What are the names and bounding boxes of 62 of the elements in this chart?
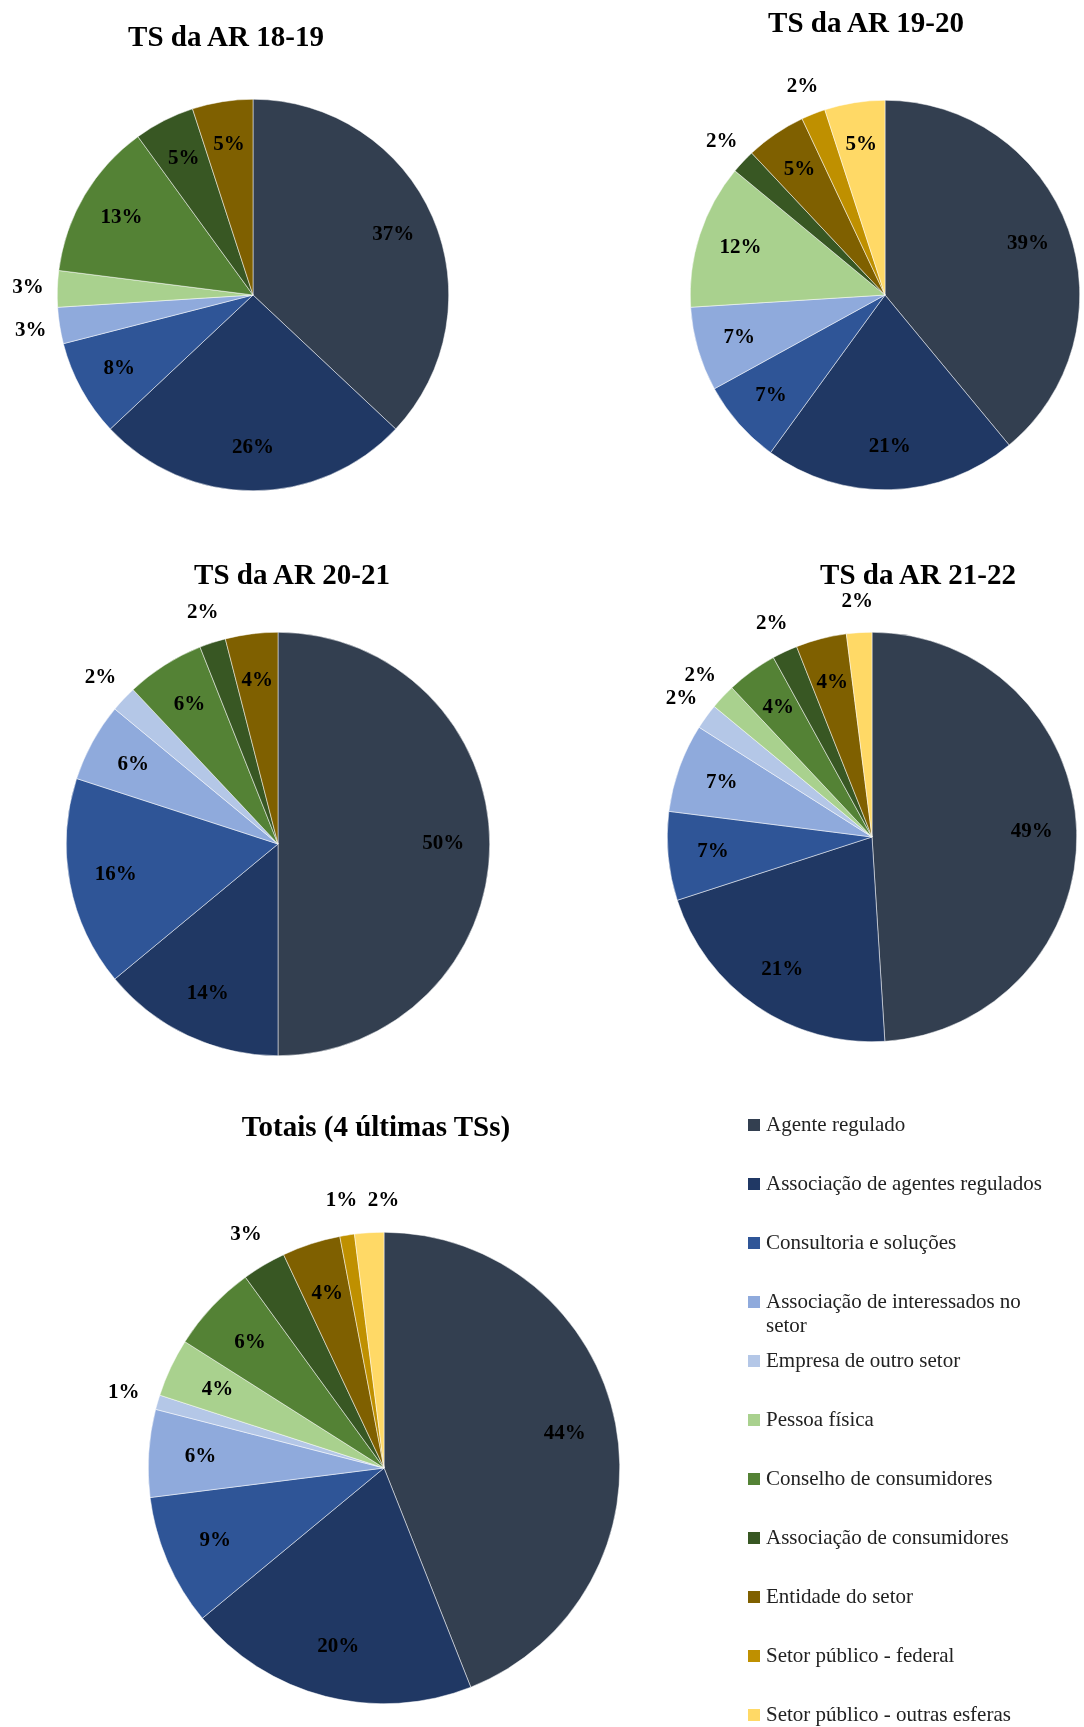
data-label: 12% (719, 234, 762, 259)
chart-title: TS da AR 21-22 (820, 558, 1016, 591)
legend-label: Entidade do setor (766, 1584, 914, 1608)
data-label: 6% (234, 1328, 266, 1353)
chart-title: Totais (4 últimas TSs) (241, 1110, 511, 1143)
legend-label: Associação de interessados no setor (766, 1289, 1022, 1337)
data-label: 13% (100, 203, 143, 228)
data-label: 2% (684, 662, 717, 687)
data-label: 8% (103, 354, 135, 379)
data-label: 4% (201, 1376, 234, 1401)
data-label: 1% (107, 1378, 140, 1403)
chart-title: TS da AR 18-19 (128, 20, 324, 53)
data-label: 3% (12, 274, 44, 299)
data-label: 5% (213, 130, 245, 155)
legend-label: Setor público - federal (766, 1643, 956, 1667)
data-label: 2% (841, 588, 873, 613)
data-label: 4% (762, 694, 794, 719)
data-label: 14% (186, 979, 229, 1004)
data-label: 5% (845, 131, 877, 156)
data-label: 2% (755, 610, 788, 635)
data-label: 2% (84, 663, 117, 688)
data-label: 16% (94, 861, 137, 886)
legend-label: Associação de consumidores (766, 1525, 1010, 1549)
data-label: 26% (232, 434, 274, 459)
data-label: 2% (187, 598, 219, 623)
data-label: 3% (230, 1221, 262, 1246)
data-label: 7% (697, 838, 729, 863)
data-label: 5% (167, 145, 200, 170)
data-label: 7% (723, 323, 755, 348)
data-label: 50% (422, 830, 465, 855)
data-label: 9% (199, 1527, 231, 1552)
data-label: 7% (705, 769, 738, 794)
chart-title: TS da AR 20-21 (194, 558, 390, 591)
data-label: 5% (783, 155, 816, 180)
legend-label: Empresa de outro setor (766, 1348, 962, 1372)
data-label: 6% (184, 1442, 217, 1467)
legend-label: Pessoa física (766, 1407, 875, 1431)
data-label: 4% (816, 668, 849, 693)
data-label: 6% (173, 690, 206, 715)
data-label: 7% (755, 381, 787, 406)
data-label: 21% (761, 955, 804, 980)
data-label: 21% (868, 433, 911, 458)
legend-label: Agente regulado (766, 1112, 907, 1136)
chart-title: TS da AR 19-20 (768, 6, 964, 39)
data-label: 2% (665, 685, 698, 710)
legend-label: Consultoria e soluções (766, 1230, 958, 1254)
data-label: 3% (14, 316, 47, 341)
data-label: 37% (372, 220, 415, 245)
data-label: 1% (325, 1186, 358, 1211)
legend-label: Conselho de consumidores (766, 1466, 994, 1490)
data-label: 44% (543, 1419, 586, 1444)
data-label: 2% (786, 73, 819, 98)
data-label: 2% (705, 128, 738, 153)
legend-label: Setor público - outras esferas (766, 1702, 1012, 1726)
data-label: 39% (1006, 229, 1049, 254)
data-label: 4% (241, 666, 274, 691)
data-label: 2% (367, 1186, 400, 1211)
legend-label: Associação de agentes regulados (766, 1171, 1043, 1195)
data-label: 20% (317, 1632, 360, 1657)
data-label: 6% (117, 750, 150, 775)
data-label: 49% (1010, 818, 1053, 843)
data-label: 4% (311, 1279, 343, 1304)
